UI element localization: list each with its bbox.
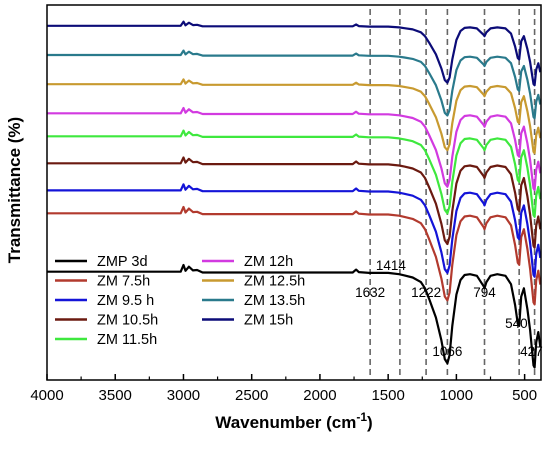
x-axis-title-main: Wavenumber (cm (215, 413, 356, 432)
x-tick-label-3500: 3500 (99, 387, 132, 404)
x-tick-label-4000: 4000 (30, 387, 63, 404)
legend-label-1: ZM 7.5h (97, 274, 150, 290)
x-tick-label-1000: 1000 (440, 387, 473, 404)
series-line-8 (47, 20, 542, 87)
x-tick-label-2000: 2000 (303, 387, 336, 404)
reference-lines (369, 9, 536, 375)
legend-label-5: ZM 12h (244, 254, 293, 270)
legend-label-7: ZM 13.5h (244, 293, 305, 309)
series-lines (47, 20, 542, 369)
legend: ZMP 3d ZM 7.5h ZM 9.5 h ZM 10.5h ZM 11.5h ZM … (55, 254, 305, 348)
peak-label-1066: 1066 (432, 344, 462, 359)
peak-annotations: 1632 1414 1222 1066 794 540 427 (355, 258, 543, 359)
legend-label-2: ZM 9.5 h (97, 293, 154, 309)
legend-label-0: ZMP 3d (97, 254, 148, 270)
x-tick-label-2500: 2500 (235, 387, 268, 404)
legend-label-6: ZM 12.5h (244, 274, 305, 290)
x-tick-label-1500: 1500 (371, 387, 404, 404)
series-line-0 (47, 263, 542, 369)
series-line-7 (47, 49, 542, 120)
plot-frame (46, 4, 542, 381)
series-line-6 (47, 78, 542, 155)
peak-label-1414: 1414 (376, 258, 407, 273)
peak-label-540: 540 (505, 316, 528, 331)
peak-label-1632: 1632 (355, 285, 385, 300)
x-axis-ticks: 4000 3500 3000 2500 2000 1500 1000 500 (30, 374, 537, 404)
x-tick-label-3000: 3000 (167, 387, 200, 404)
peak-label-794: 794 (473, 285, 496, 300)
legend-label-8: ZM 15h (244, 313, 293, 329)
legend-label-3: ZM 10.5h (97, 313, 158, 329)
x-axis-title: Wavenumber (cm-1) (215, 410, 372, 432)
series-line-4 (47, 129, 542, 218)
series-line-3 (47, 156, 542, 249)
peak-label-427: 427 (520, 344, 543, 359)
peak-label-1222: 1222 (411, 285, 441, 300)
series-line-1 (47, 205, 542, 306)
series-line-2 (47, 183, 542, 278)
x-axis-title-end: ) (367, 413, 373, 432)
series-line-5 (47, 106, 542, 192)
legend-label-4: ZM 11.5h (97, 332, 157, 348)
x-axis-title-sup: -1 (356, 410, 367, 424)
y-axis-title: Transmittance (%) (5, 117, 24, 263)
x-tick-label-500: 500 (512, 387, 537, 404)
